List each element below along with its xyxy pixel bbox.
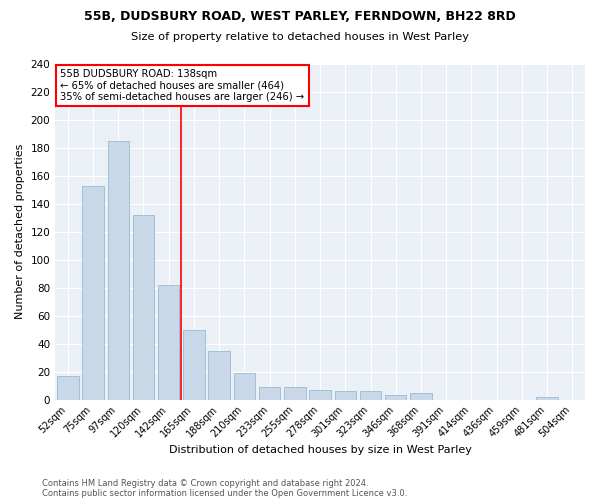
Text: Contains HM Land Registry data © Crown copyright and database right 2024.: Contains HM Land Registry data © Crown c… — [42, 478, 368, 488]
Bar — [335, 391, 356, 400]
Bar — [284, 387, 305, 400]
Bar — [158, 285, 179, 400]
Bar — [233, 373, 255, 400]
Text: 55B, DUDSBURY ROAD, WEST PARLEY, FERNDOWN, BH22 8RD: 55B, DUDSBURY ROAD, WEST PARLEY, FERNDOW… — [84, 10, 516, 23]
Bar — [57, 376, 79, 400]
Bar — [385, 396, 406, 400]
X-axis label: Distribution of detached houses by size in West Parley: Distribution of detached houses by size … — [169, 445, 472, 455]
Bar — [259, 387, 280, 400]
Bar — [410, 392, 432, 400]
Bar — [107, 141, 129, 400]
Y-axis label: Number of detached properties: Number of detached properties — [15, 144, 25, 320]
Bar — [536, 397, 558, 400]
Bar — [133, 215, 154, 400]
Bar — [208, 350, 230, 400]
Bar — [360, 391, 381, 400]
Text: Size of property relative to detached houses in West Parley: Size of property relative to detached ho… — [131, 32, 469, 42]
Bar — [183, 330, 205, 400]
Bar — [82, 186, 104, 400]
Text: Contains public sector information licensed under the Open Government Licence v3: Contains public sector information licen… — [42, 488, 407, 498]
Bar — [310, 390, 331, 400]
Text: 55B DUDSBURY ROAD: 138sqm
← 65% of detached houses are smaller (464)
35% of semi: 55B DUDSBURY ROAD: 138sqm ← 65% of detac… — [61, 69, 305, 102]
